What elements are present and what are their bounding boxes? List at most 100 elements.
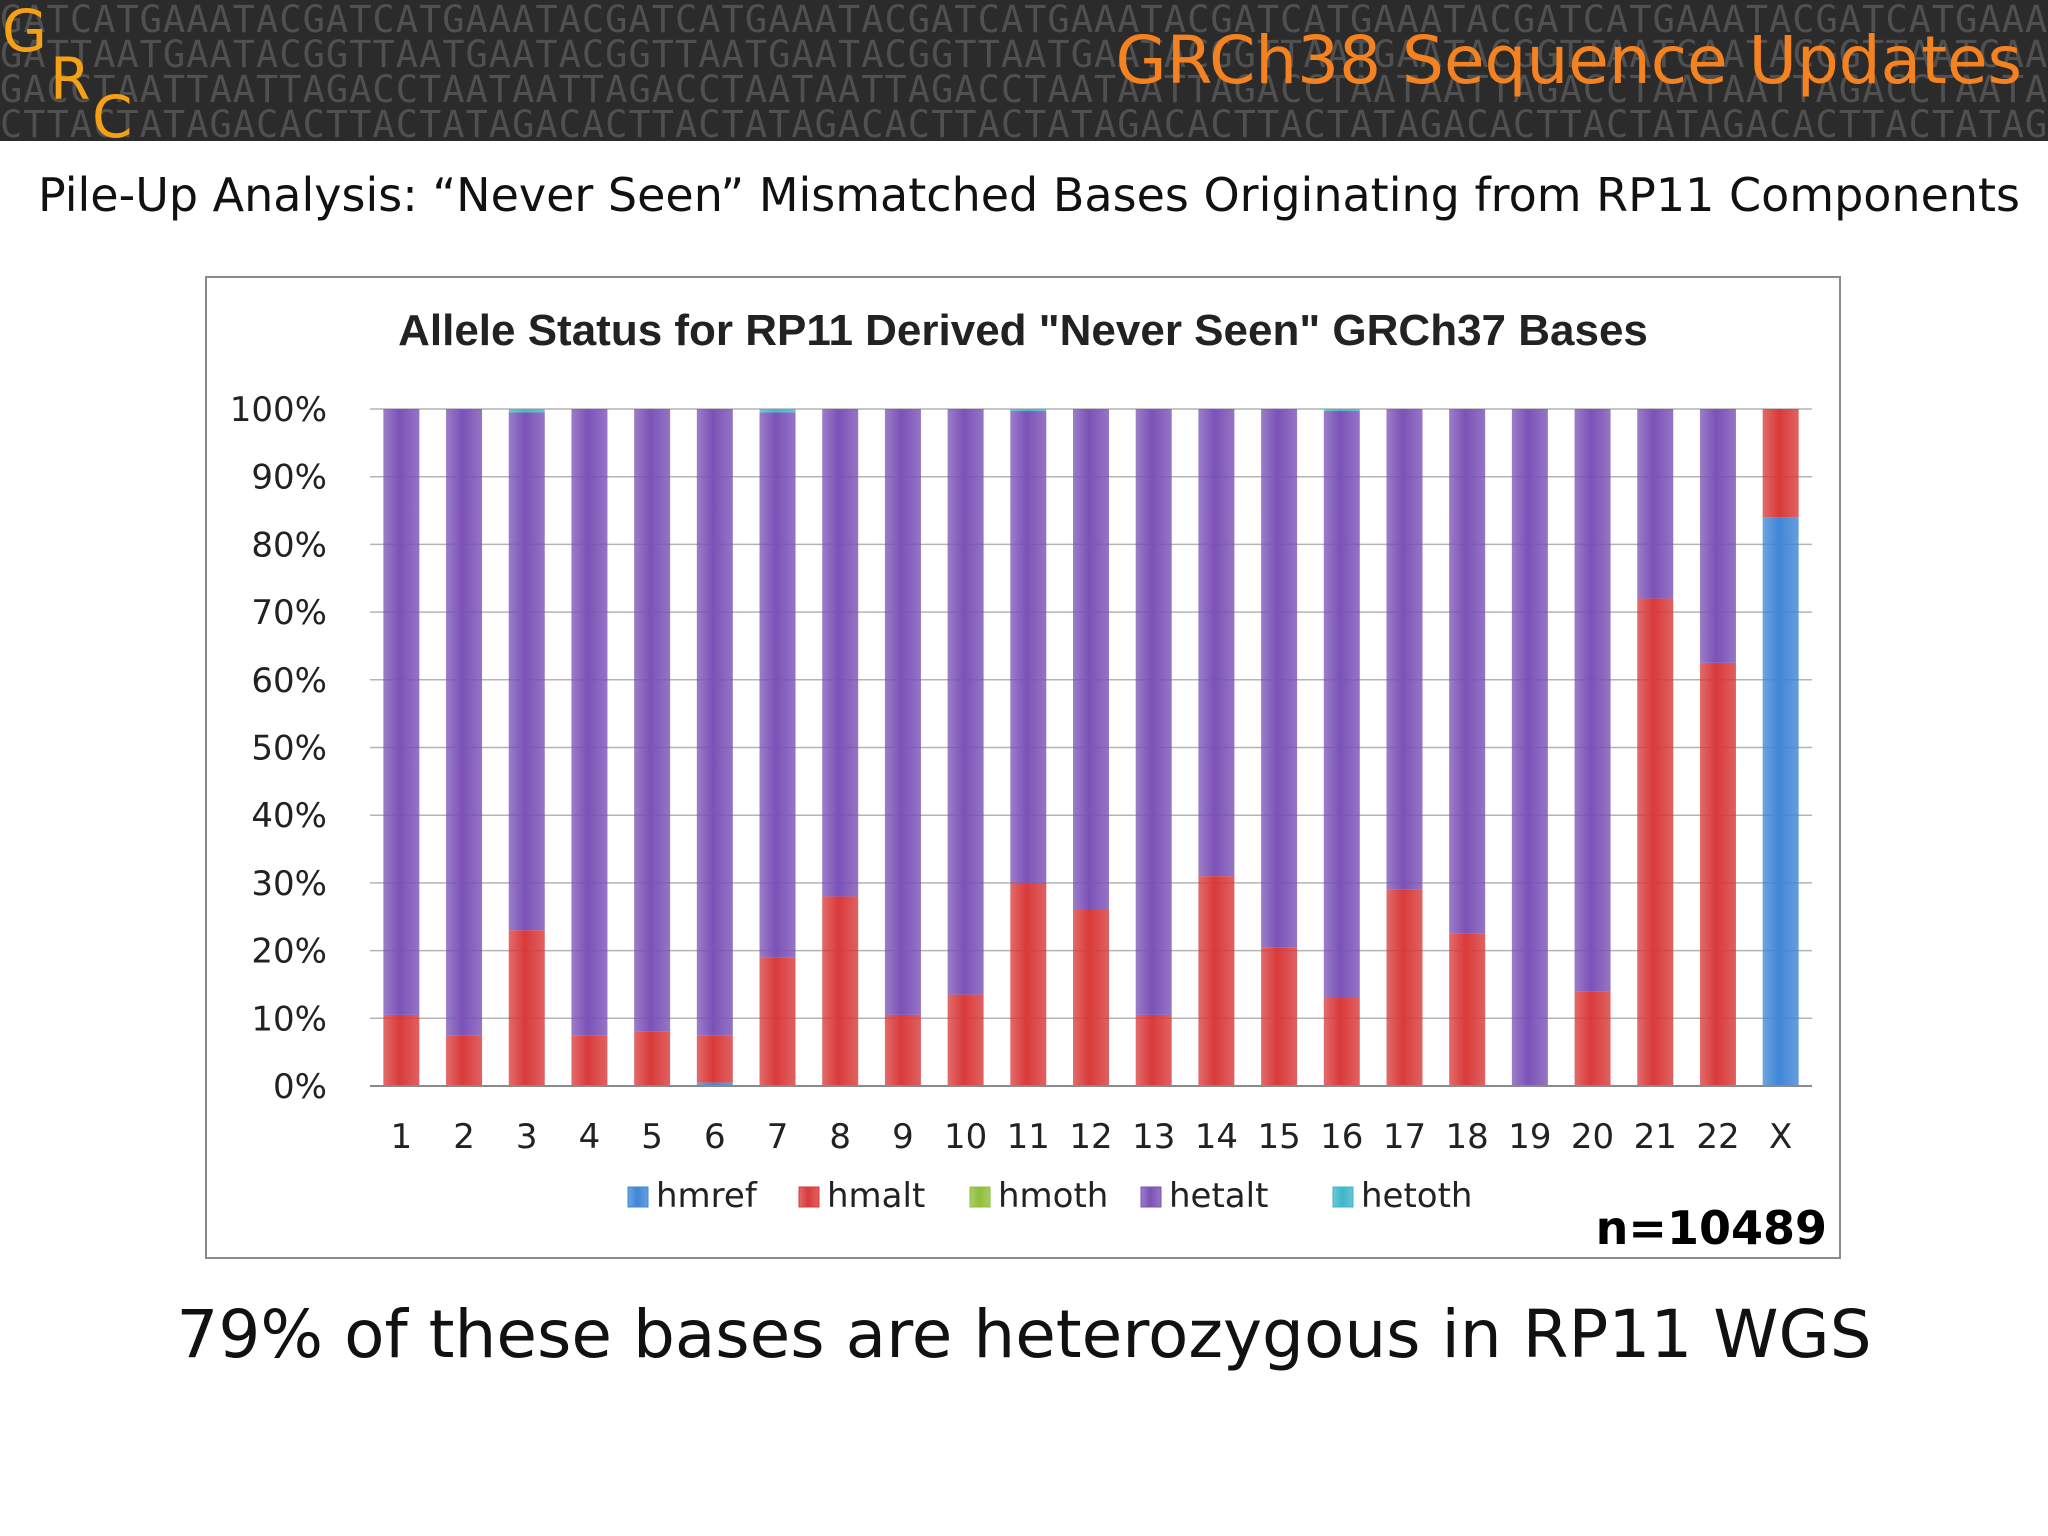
x-tick-label: 22 (1696, 1117, 1739, 1157)
y-tick-label: 70% (251, 593, 327, 633)
y-tick-label: 0% (273, 1067, 327, 1107)
legend-label: hmoth (998, 1176, 1108, 1216)
x-tick-label: 21 (1634, 1117, 1677, 1157)
slide-subtitle: Pile-Up Analysis: “Never Seen” Mismatche… (38, 168, 2021, 222)
bar-segment (1762, 517, 1799, 1086)
bar-segment (1323, 409, 1360, 412)
dna-sequence-row: CTTACTATAGACACTTACTATAGACACTTACTATAGACAC… (0, 107, 2048, 141)
x-tick-label: 3 (516, 1117, 538, 1157)
x-tick-label: 2 (453, 1117, 475, 1157)
y-tick-label: 50% (251, 729, 327, 769)
y-tick-label: 10% (251, 999, 327, 1039)
chart-title: Allele Status for RP11 Derived "Never Se… (398, 306, 1648, 355)
bar-segment (759, 409, 796, 413)
x-tick-label: 1 (391, 1117, 413, 1157)
bar-segment (1699, 662, 1736, 1086)
y-tick-label: 30% (251, 864, 327, 904)
bar-segment (634, 409, 671, 1032)
bar-segment (508, 930, 545, 1086)
bar-segment (884, 1014, 921, 1086)
y-tick-label: 100% (230, 390, 327, 430)
bar-segment (571, 1035, 608, 1086)
y-tick-label: 40% (251, 796, 327, 836)
grc-logo-c: C (92, 83, 133, 141)
x-tick-label: 4 (579, 1117, 601, 1157)
bar-segment (1449, 409, 1486, 934)
bar-segment (696, 409, 733, 1036)
header-banner: GATCATGAAATACGATCATGAAATACGATCATGAAATACG… (0, 0, 2048, 141)
legend-label: hmref (656, 1176, 758, 1216)
x-tick-label: X (1769, 1117, 1792, 1157)
bar-segment (1073, 409, 1109, 910)
bar-segment (1198, 876, 1235, 1086)
bar-segment (1511, 409, 1548, 1086)
bar-segment (571, 409, 608, 1036)
x-tick-label: 12 (1069, 1117, 1112, 1157)
bar-segment (383, 409, 420, 1015)
legend-label: hetalt (1169, 1176, 1268, 1216)
bar-segment (1762, 409, 1799, 518)
bar-segment (1323, 411, 1360, 998)
legend-swatch (798, 1186, 820, 1208)
x-tick-label: 5 (641, 1117, 663, 1157)
bar-segment (508, 412, 545, 931)
bar-segment (1386, 409, 1423, 890)
bar-segment (1073, 909, 1109, 1086)
legend-label: hetoth (1361, 1176, 1472, 1216)
bar-segment (1010, 411, 1047, 883)
y-tick-label: 90% (251, 458, 327, 498)
bar-segment (1261, 947, 1298, 1086)
x-tick-label: 6 (704, 1117, 726, 1157)
dna-sequence-row: GATTAATGAATACGGTTAATGAATACGGTTAATGAATACG… (0, 37, 2048, 72)
bar-segment (446, 409, 483, 1036)
x-tick-label: 15 (1257, 1117, 1300, 1157)
x-tick-label: 7 (767, 1117, 789, 1157)
sample-size-label: n=10489 (1595, 1201, 1827, 1255)
x-tick-label: 16 (1320, 1117, 1363, 1157)
x-tick-label: 8 (829, 1117, 851, 1157)
bar-segment (508, 409, 545, 413)
bar-segment (1323, 997, 1360, 1086)
bar-segment (759, 957, 796, 1086)
bar-segment (1010, 409, 1047, 412)
bar-segment (1198, 409, 1235, 877)
x-tick-label: 18 (1446, 1117, 1489, 1157)
y-tick-label: 80% (251, 525, 327, 565)
y-tick-label: 60% (251, 661, 327, 701)
grc-logo-r: R (50, 45, 91, 113)
bar-segment (696, 1035, 733, 1083)
grc-logo-g: G (2, 0, 47, 65)
bar-segment (1574, 409, 1611, 992)
banner-title: GRCh38 Sequence Updates (1115, 22, 2022, 99)
bar-segment (822, 409, 859, 897)
x-tick-label: 14 (1195, 1117, 1238, 1157)
x-tick-label: 17 (1383, 1117, 1426, 1157)
bar-segment (1135, 1014, 1172, 1086)
bar-segment (1386, 889, 1423, 1086)
bar-segment (634, 1031, 671, 1086)
x-tick-label: 10 (944, 1117, 987, 1157)
bar-segment (947, 409, 984, 995)
bar-segment (759, 412, 796, 958)
x-tick-label: 19 (1508, 1117, 1551, 1157)
bar-segment (884, 409, 921, 1015)
x-tick-label: 13 (1132, 1117, 1175, 1157)
bar-segment (1135, 409, 1172, 1015)
conclusion-text: 79% of these bases are heterozygous in R… (176, 1296, 1872, 1373)
bar-segment (1261, 409, 1298, 948)
legend-swatch (1332, 1186, 1354, 1208)
bar-segment (383, 1014, 420, 1086)
bar-segment (1449, 933, 1486, 1086)
legend-swatch (1140, 1186, 1162, 1208)
legend-swatch (969, 1186, 991, 1208)
dna-sequence-row: GACCTAATTAATTAGACCTAATAATTAGACCTAATAATTA… (0, 72, 2048, 107)
legend-label: hmalt (827, 1176, 925, 1216)
bar-segment (822, 896, 859, 1086)
bar-segment (446, 1035, 483, 1086)
dna-sequence-row: GATCATGAAATACGATCATGAAATACGATCATGAAATACG… (0, 2, 2048, 37)
bar-segment (1637, 409, 1674, 599)
bar-segment (1699, 409, 1736, 663)
bar-segment (1637, 598, 1674, 1086)
bar-segment (1574, 991, 1611, 1086)
chart-frame: Allele Status for RP11 Derived "Never Se… (205, 276, 1841, 1259)
